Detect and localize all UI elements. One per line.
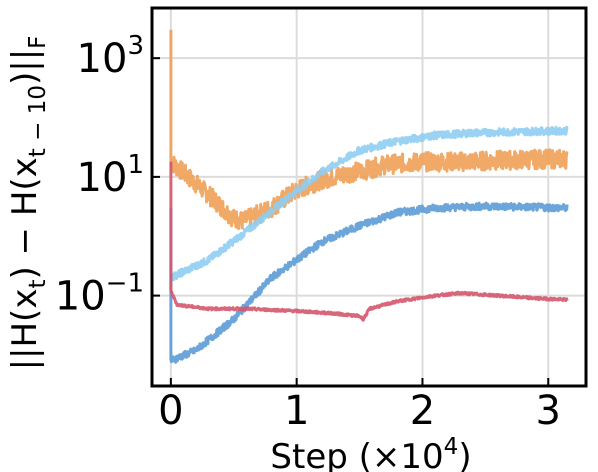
x-ticks: 0 1 2 3 <box>158 378 561 434</box>
series-line-0 <box>169 29 569 231</box>
plot-frame <box>150 6 588 388</box>
series-line-2 <box>169 201 569 364</box>
series-line-1 <box>169 125 569 283</box>
x-tick-label: 2 <box>410 388 435 434</box>
series-line-3 <box>169 161 569 322</box>
series-layer <box>169 29 569 364</box>
x-tick-label: 1 <box>284 388 309 434</box>
y-tick-label: 103 <box>77 31 144 82</box>
x-tick-label: 0 <box>158 388 183 434</box>
y-tick-label: 101 <box>77 150 144 201</box>
grid <box>152 8 586 386</box>
y-axis-label: ||H(xt) − H(xt − 10)||F <box>5 36 51 371</box>
y-ticks: 10−1 101 103 <box>55 31 160 320</box>
y-tick-label: 10−1 <box>55 269 144 320</box>
x-axis-label: Step (×104) <box>270 434 471 472</box>
x-tick-label: 3 <box>536 388 561 434</box>
